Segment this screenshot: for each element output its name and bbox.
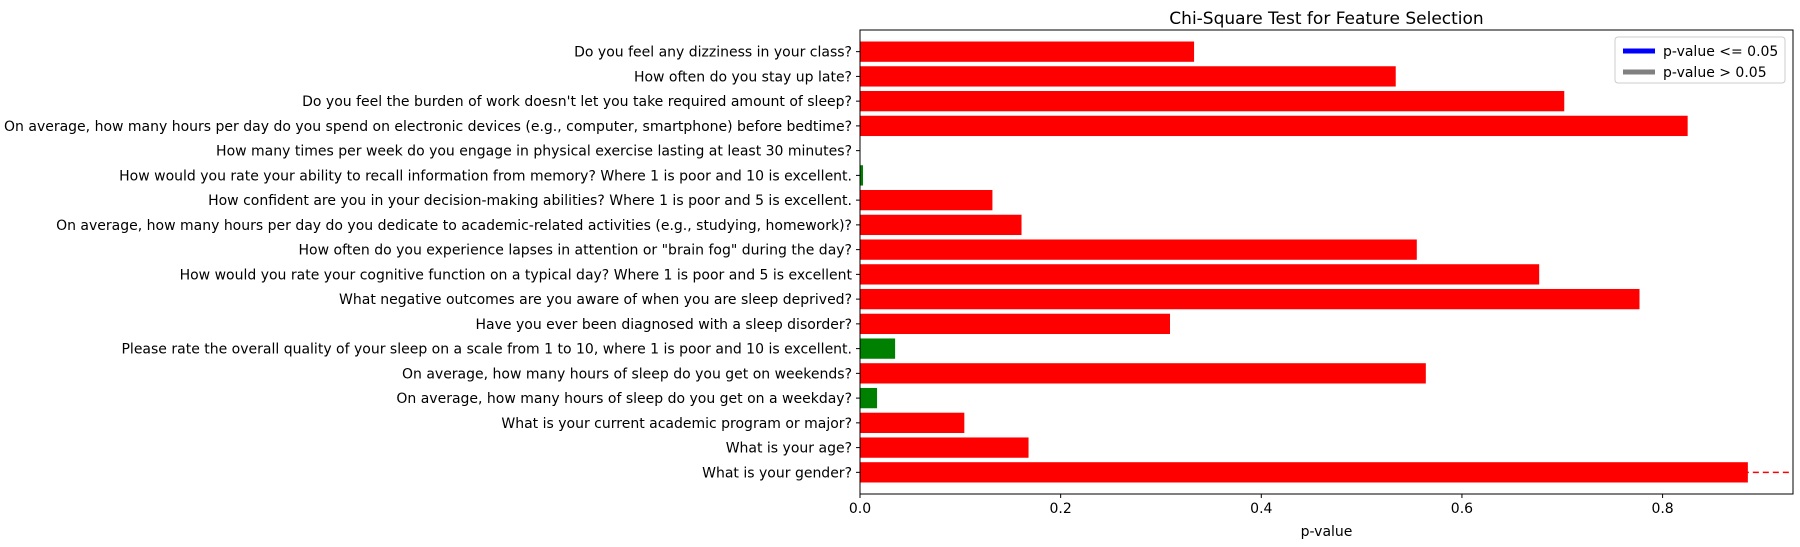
bar: [860, 239, 1417, 260]
x-axis: 0.0 0.2 0.4 0.6 0.8: [849, 494, 1674, 517]
chart-title: Chi-Square Test for Feature Selection: [1169, 9, 1483, 29]
bar: [860, 165, 864, 186]
bar: [860, 91, 1565, 112]
bar: [860, 41, 1195, 62]
y-tick-label: How many times per week do you engage in…: [216, 144, 852, 160]
x-axis-label: p-value: [1301, 524, 1353, 540]
x-tick-label: 0.8: [1651, 501, 1673, 517]
plot-frame: [859, 29, 1794, 495]
y-tick-label: What is your current academic program or…: [501, 416, 852, 432]
y-tick-label: Have you ever been diagnosed with a slee…: [476, 317, 852, 333]
legend-label: p-value > 0.05: [1663, 65, 1767, 81]
y-tick-label: How would you rate your ability to recal…: [119, 168, 852, 184]
y-tick-label: How often do you experience lapses in at…: [299, 243, 852, 259]
legend: p-value <= 0.05 p-value > 0.05: [1614, 36, 1786, 84]
x-tick-label: 0.0: [849, 501, 871, 517]
y-tick-label: How would you rate your cognitive functi…: [180, 267, 853, 283]
y-tick-label: What negative outcomes are you aware of …: [339, 292, 852, 308]
y-tick-label: On average, how many hours per day do yo…: [4, 119, 852, 135]
y-tick-labels: What is your gender? What is your age? Wha…: [4, 45, 860, 481]
y-tick-label: Do you feel any dizziness in your class?: [574, 45, 852, 61]
y-tick-label: On average, how many hours of sleep do y…: [402, 366, 852, 382]
bar: [860, 214, 1022, 236]
bar: [860, 363, 1426, 384]
bar: [860, 264, 1540, 285]
bar: [860, 437, 1029, 458]
y-tick-label: Please rate the overall quality of your …: [121, 342, 852, 358]
bar: [860, 115, 1688, 137]
bar: [860, 387, 878, 409]
bar: [860, 462, 1748, 483]
y-tick-label: How often do you stay up late?: [634, 69, 852, 85]
legend-label: p-value <= 0.05: [1663, 44, 1778, 60]
legend-box: [1614, 36, 1786, 84]
y-tick-label: Do you feel the burden of work doesn't l…: [302, 94, 852, 110]
y-tick-label: How confident are you in your decision-m…: [208, 193, 852, 209]
bars-group: [860, 41, 1748, 483]
y-tick-label: On average, how many hours per day do yo…: [56, 218, 852, 234]
x-tick-label: 0.2: [1050, 501, 1072, 517]
bar: [860, 313, 1170, 335]
bar: [860, 412, 965, 433]
x-tick-label: 0.4: [1250, 501, 1272, 517]
bar: [860, 66, 1396, 87]
y-tick-label: What is your age?: [726, 441, 852, 457]
x-tick-label: 0.6: [1451, 501, 1473, 517]
bar: [860, 189, 993, 211]
bar: [860, 288, 1640, 310]
bar: [860, 338, 896, 359]
y-tick-label: What is your gender?: [702, 465, 852, 481]
y-tick-label: On average, how many hours of sleep do y…: [396, 391, 852, 407]
